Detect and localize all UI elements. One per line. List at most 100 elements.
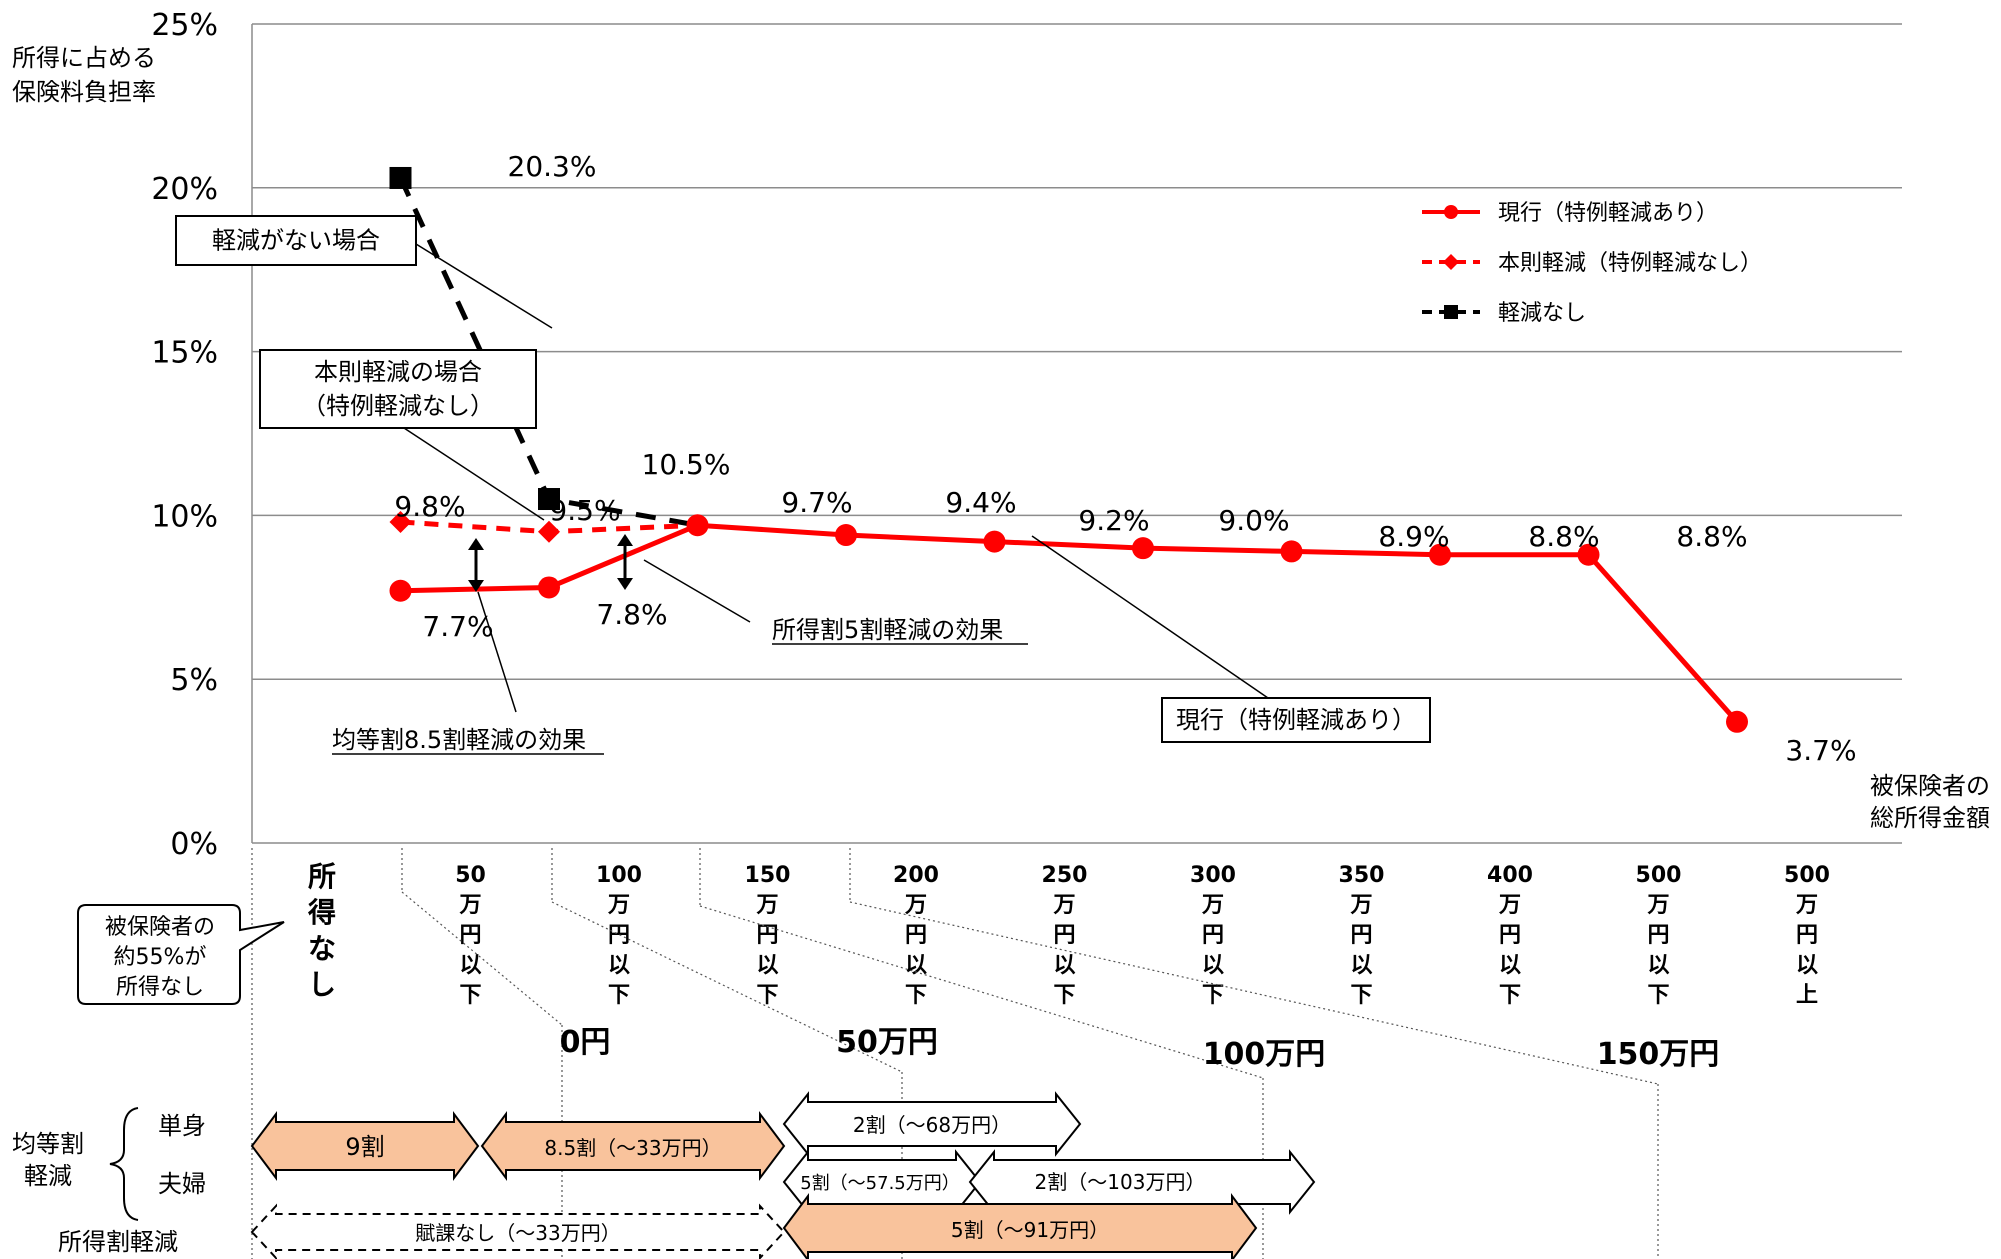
x-tick-label: 万 xyxy=(1498,893,1521,918)
reduction-bar-label: 9割 xyxy=(345,1133,384,1161)
legend-label: 本則軽減（特例軽減なし） xyxy=(1498,251,1762,276)
annotation-box-text: 現行（特例軽減あり） xyxy=(1176,706,1416,734)
data-point xyxy=(389,579,412,602)
x-tick-label: 以 xyxy=(1499,953,1521,978)
x-tick-label: 円 xyxy=(1796,923,1818,948)
x-tick-label: な xyxy=(308,932,336,965)
y-tick-label: 0% xyxy=(170,827,218,862)
reduction-bar-label: 8.5割（～33万円） xyxy=(544,1136,721,1160)
x-tick-label: 300 xyxy=(1190,863,1236,888)
data-label: 7.8% xyxy=(596,598,667,631)
x-tick-label: 円 xyxy=(1647,923,1669,948)
x-tick-label: 250 xyxy=(1042,863,1088,888)
reduction-bar-label: 5割（～91万円） xyxy=(951,1218,1109,1242)
arrow-head xyxy=(468,580,484,592)
income-zone-label: 50万円 xyxy=(836,1025,938,1060)
zone-guide xyxy=(401,891,563,1026)
x-tick-label: 下 xyxy=(1499,983,1521,1008)
x-tick-label: 万 xyxy=(1349,893,1372,918)
x-tick-label: 下 xyxy=(608,983,630,1008)
x-tick-label: 500 xyxy=(1784,863,1830,888)
arrow-head xyxy=(468,538,484,550)
reduction-bar-label: 5割（～57.5万円） xyxy=(800,1173,960,1194)
annotation-box-text: 軽減がない場合 xyxy=(212,227,380,255)
leader-line xyxy=(403,427,545,521)
equal-label: 均等割 xyxy=(12,1130,84,1158)
legend: 現行（特例軽減あり） 本則軽減（特例軽減なし） 軽減なし xyxy=(1422,201,1762,326)
data-label: 9.8% xyxy=(394,490,465,523)
x-tick-label: 以 xyxy=(1796,953,1818,978)
x-tick-label: 上 xyxy=(1796,983,1818,1008)
x-tick-label: 円 xyxy=(905,923,927,948)
data-label: 9.0% xyxy=(1218,504,1289,537)
data-point xyxy=(1726,710,1748,733)
x-tick-label: 下 xyxy=(1202,983,1224,1008)
x-tick-label: 万 xyxy=(1052,893,1075,918)
data-label: 20.3% xyxy=(508,150,597,183)
data-label: 9.7% xyxy=(781,486,852,519)
arrow-head xyxy=(617,578,633,590)
x-tick-label: 100 xyxy=(596,863,642,888)
grid xyxy=(251,23,1902,844)
data-point xyxy=(389,166,412,189)
x-tick-label: 下 xyxy=(905,983,927,1008)
x-tick-label: 150 xyxy=(745,863,791,888)
legend-marker xyxy=(1444,305,1458,319)
x-tick-label: 以 xyxy=(459,953,481,978)
reduction-bar xyxy=(250,1203,786,1259)
callout-text: 被保険者の xyxy=(105,915,215,940)
callout-bubble xyxy=(77,904,285,1005)
legend-label: 現行（特例軽減あり） xyxy=(1498,201,1718,226)
data-label: 9.4% xyxy=(945,486,1016,519)
x-tick-label: 下 xyxy=(459,983,481,1008)
x-tick-label: 400 xyxy=(1487,863,1533,888)
reduction-bar xyxy=(782,1193,1258,1259)
y-axis-title-line: 所得に占める xyxy=(12,44,156,72)
single-label: 単身 xyxy=(158,1112,206,1140)
x-tick-label: 以 xyxy=(1350,953,1372,978)
reduction-bar-label: 2割（～103万円） xyxy=(1035,1170,1206,1194)
y-tick-label: 25% xyxy=(151,8,218,43)
data-point xyxy=(538,488,560,511)
reduction-bar xyxy=(480,1111,786,1181)
effect-label: 所得割5割軽減の効果 xyxy=(772,616,1003,644)
x-tick-label: 円 xyxy=(1202,923,1224,948)
data-point xyxy=(538,520,560,543)
data-point xyxy=(1132,537,1154,560)
leader-line xyxy=(415,243,553,329)
income-zone-label: 0円 xyxy=(560,1025,611,1060)
x-tick-label: 得 xyxy=(307,896,336,929)
leader-line xyxy=(1031,535,1269,699)
x-tick-label: 円 xyxy=(1499,923,1521,948)
x-tick-label: 万 xyxy=(755,893,778,918)
income-zone-label: 100万円 xyxy=(1203,1037,1326,1072)
effect-label: 均等割8.5割軽減の効果 xyxy=(332,726,586,754)
x-axis-title-line: 被保険者の xyxy=(1870,772,1990,800)
data-point xyxy=(1577,543,1600,566)
x-tick-label: 以 xyxy=(1202,953,1224,978)
x-tick-label: 500 xyxy=(1636,863,1682,888)
reduction-bar-label: 2割（～68万円） xyxy=(853,1113,1011,1137)
x-tick-label: 以 xyxy=(1053,953,1075,978)
y-tick-label: 15% xyxy=(151,336,218,371)
annotation-box xyxy=(175,215,417,266)
reduction-bar-label: 賦課なし（～33万円） xyxy=(415,1221,620,1245)
x-tick-label: 万 xyxy=(458,893,481,918)
x-tick-label: 以 xyxy=(608,953,630,978)
zone-guide xyxy=(849,901,1659,1085)
income-reduction-label: 所得割軽減 xyxy=(58,1228,178,1256)
x-tick-label: 以 xyxy=(1647,953,1669,978)
x-tick-label: 万 xyxy=(607,893,630,918)
data-label: 10.5% xyxy=(642,448,731,481)
data-point xyxy=(983,530,1006,553)
legend-label: 軽減なし xyxy=(1498,301,1586,326)
data-label: 9.5% xyxy=(549,494,620,527)
x-tick-label: 円 xyxy=(756,923,778,948)
x-tick-label: 以 xyxy=(756,953,778,978)
zone-guide xyxy=(699,905,1264,1079)
data-point xyxy=(538,576,560,599)
x-tick-label: 円 xyxy=(459,923,481,948)
data-point xyxy=(1429,543,1451,566)
series: 7.7% 7.8% 9.7% 9.4% 9.2% 9.0% 8.9% 8.8% 8.8% 3.7%… xyxy=(389,150,1857,767)
